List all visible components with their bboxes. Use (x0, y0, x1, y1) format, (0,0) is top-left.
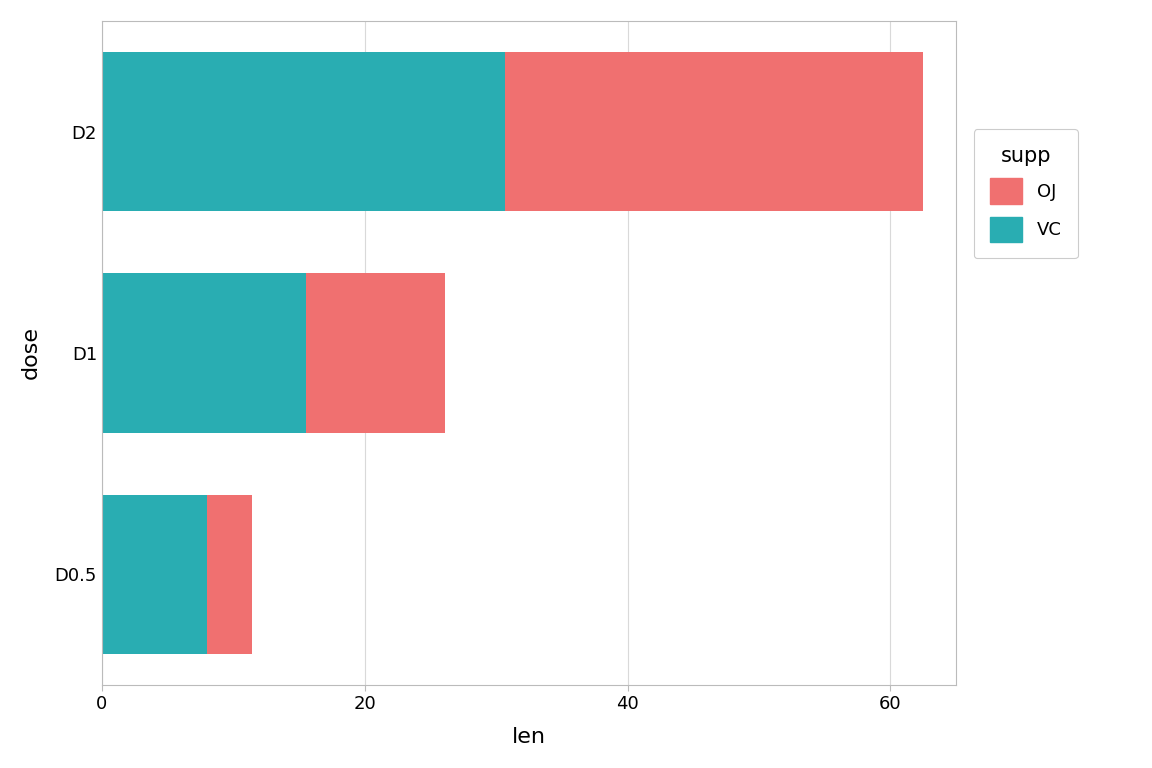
X-axis label: len: len (511, 727, 546, 747)
Y-axis label: dose: dose (21, 326, 40, 379)
Bar (103, 273, 305, 432)
Bar (103, 495, 207, 654)
Bar (103, 51, 505, 211)
Legend: OJ, VC: OJ, VC (973, 130, 1078, 258)
Bar (207, 495, 252, 654)
Bar (305, 273, 445, 432)
Bar (505, 51, 923, 211)
